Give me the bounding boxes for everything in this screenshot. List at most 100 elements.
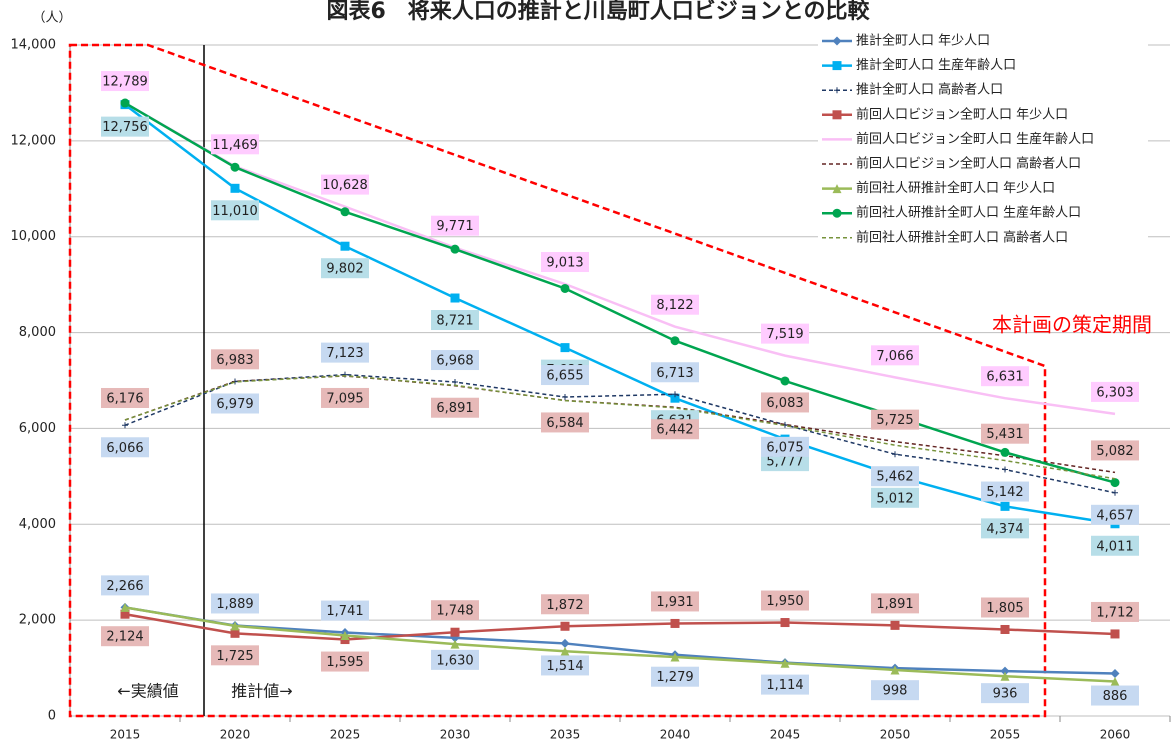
point — [1110, 629, 1120, 639]
y-axis-unit: （人） — [32, 11, 71, 26]
annotation: 本計画の策定期間 — [992, 313, 1152, 337]
data-label: 7,066 — [876, 349, 913, 364]
point — [1000, 624, 1010, 634]
data-label: 4,374 — [986, 522, 1023, 537]
point — [120, 609, 130, 619]
label-bg — [431, 310, 479, 331]
legend-bg — [818, 54, 1148, 78]
data-label: 1,872 — [546, 598, 583, 613]
label-bg — [211, 134, 259, 155]
legend-label: 前回社人研推計全町人口 生産年齢人口 — [856, 205, 1081, 221]
point — [892, 451, 898, 458]
label-bg — [761, 590, 809, 611]
data-label: 1,630 — [436, 653, 473, 668]
point — [230, 183, 240, 193]
legend-marker — [832, 184, 842, 194]
point — [230, 162, 240, 172]
data-label: 8,721 — [436, 314, 473, 329]
legend-label: 前回人口ビジョン全町人口 年少人口 — [856, 106, 1068, 122]
data-label: 5,777 — [766, 455, 803, 470]
point — [122, 422, 128, 429]
point — [560, 283, 570, 293]
legend-label: 推計全町人口 年少人口 — [856, 33, 990, 49]
data-label: 6,066 — [106, 441, 143, 456]
line — [124, 373, 1116, 494]
y-tick-label: 8,000 — [19, 325, 56, 340]
data-label: 886 — [1103, 689, 1128, 704]
data-label: 5,142 — [986, 485, 1023, 500]
label-bg — [321, 387, 369, 408]
point — [560, 621, 570, 631]
point — [780, 618, 790, 628]
data-label: 1,114 — [766, 678, 803, 693]
label-bg — [1091, 381, 1139, 402]
data-label: 5,082 — [1096, 444, 1133, 459]
label-bg — [1091, 535, 1139, 556]
data-label: 5,725 — [876, 413, 913, 428]
data-label: 8,122 — [656, 298, 693, 313]
data-label: 9,802 — [326, 262, 363, 277]
label-bg — [981, 423, 1029, 444]
data-label: 9,771 — [436, 219, 473, 234]
label-bg — [871, 409, 919, 430]
data-label: 6,176 — [106, 391, 143, 406]
label-bg — [541, 252, 589, 273]
label-bg — [761, 392, 809, 413]
label-bg — [321, 651, 369, 672]
x-tick-label: 2020 — [220, 728, 251, 740]
data-label: 936 — [993, 687, 1018, 702]
series — [124, 101, 1116, 416]
legend-label: 推計全町人口 高齢者人口 — [856, 82, 1003, 98]
data-label: 6,584 — [546, 416, 583, 431]
data-label: 6,075 — [766, 440, 803, 455]
label-bg — [981, 481, 1029, 502]
label-bg — [101, 116, 149, 137]
y-tick-label: 6,000 — [19, 421, 56, 436]
label-bg — [871, 680, 919, 701]
label-bg — [211, 200, 259, 221]
data-label: 998 — [883, 684, 908, 699]
x-tick-label: 2060 — [1100, 728, 1131, 740]
annotation: ←実績値 — [117, 682, 178, 701]
point — [120, 602, 130, 612]
x-tick-label: 2015 — [110, 728, 141, 740]
data-label: 1,748 — [436, 604, 473, 619]
point — [120, 98, 130, 108]
label-bg — [541, 655, 589, 676]
data-label: 6,713 — [656, 366, 693, 381]
label-bg — [981, 366, 1029, 387]
data-label: 5,431 — [986, 427, 1023, 442]
point — [1002, 466, 1008, 473]
data-label: 2,124 — [106, 630, 143, 645]
line — [124, 103, 1116, 525]
legend-marker — [832, 110, 842, 120]
line — [124, 606, 1116, 683]
legend-marker — [832, 36, 842, 46]
point — [780, 658, 790, 668]
label-bg — [1091, 601, 1139, 622]
point — [890, 665, 900, 675]
point — [670, 336, 680, 346]
label-bg — [871, 593, 919, 614]
point — [1110, 669, 1120, 679]
line — [124, 101, 1116, 484]
y-tick-label: 0 — [48, 709, 56, 724]
point — [890, 620, 900, 630]
data-label: 6,979 — [216, 397, 253, 412]
line — [124, 374, 1116, 480]
point — [1000, 447, 1010, 457]
point — [1000, 666, 1010, 676]
label-bg — [321, 174, 369, 195]
label-bg — [871, 487, 919, 508]
label-bg — [431, 350, 479, 371]
label-bg — [651, 294, 699, 315]
y-tick-label: 10,000 — [11, 229, 57, 244]
label-bg — [541, 412, 589, 433]
data-label: 1,595 — [326, 655, 363, 670]
data-label: 7,519 — [766, 327, 803, 342]
point — [450, 627, 460, 637]
label-bg — [981, 683, 1029, 704]
point — [670, 652, 680, 662]
data-label: 5,462 — [876, 470, 913, 485]
data-label: 6,891 — [436, 401, 473, 416]
